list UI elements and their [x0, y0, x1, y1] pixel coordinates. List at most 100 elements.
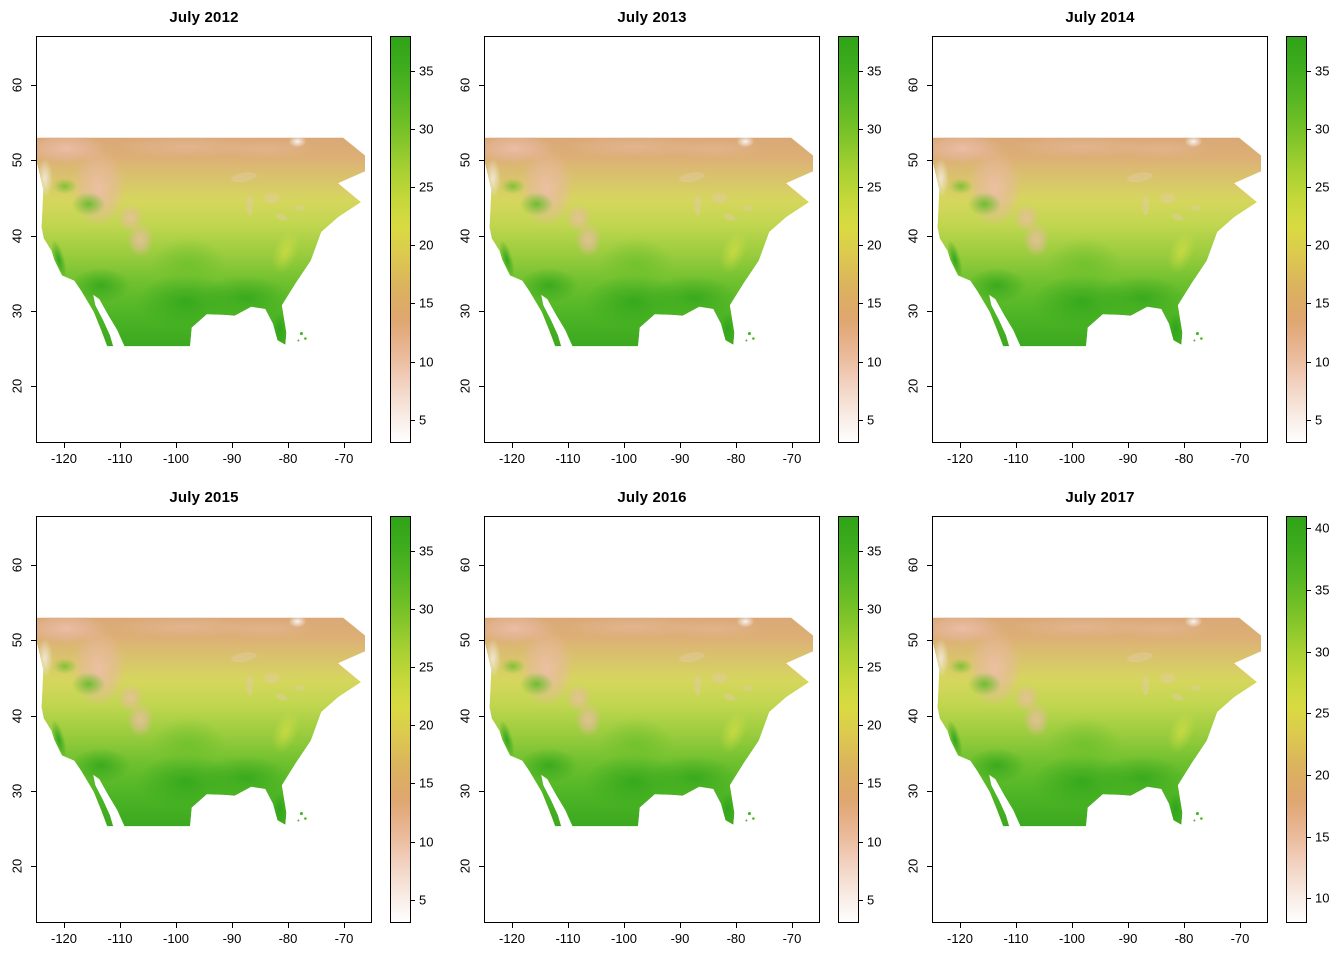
x-tick-label: -90 [670, 931, 690, 946]
y-tick-mark [479, 386, 484, 388]
x-tick-label: -80 [726, 451, 746, 466]
plot-frame [932, 516, 1268, 923]
colorbar-tick-label: 35 [867, 543, 882, 559]
colorbar-tick-label: 35 [419, 63, 434, 79]
x-tick-mark [64, 443, 65, 448]
y-tick-label: 30 [905, 303, 921, 319]
colorbar-tick-mark [859, 303, 863, 305]
y-tick-label: 40 [457, 228, 473, 243]
colorbar-tick-mark [1307, 129, 1311, 131]
colorbar-tick-mark [411, 667, 415, 669]
colorbar-tick-label: 20 [867, 237, 882, 253]
x-tick-label: -100 [610, 451, 638, 466]
x-tick-mark [1016, 923, 1017, 928]
colorbar-tick-label: 5 [867, 412, 875, 428]
x-tick-mark [1072, 923, 1073, 928]
colorbar-tick-mark [859, 725, 863, 727]
x-tick-mark [288, 923, 289, 928]
x-tick-mark [680, 923, 681, 928]
y-tick-mark [927, 564, 932, 566]
y-tick-mark [31, 640, 36, 642]
colorbar-tick-label: 30 [1315, 121, 1330, 137]
colorbar-tick-mark [411, 129, 415, 131]
x-tick-mark [1184, 443, 1185, 448]
y-tick-mark [479, 715, 484, 717]
colorbar-tick-label: 20 [1315, 767, 1330, 783]
y-tick-mark [479, 866, 484, 868]
colorbar-tick-mark [859, 550, 863, 552]
x-tick-label: -80 [278, 451, 298, 466]
panel-title: July 2012 [169, 9, 239, 26]
x-tick-mark [960, 443, 961, 448]
x-tick-label: -90 [670, 451, 690, 466]
x-tick-label: -90 [222, 931, 242, 946]
colorbar [390, 36, 411, 443]
colorbar-tick-label: 15 [419, 775, 434, 791]
x-tick-label: -80 [1174, 451, 1194, 466]
colorbar-tick-label: 30 [867, 121, 882, 137]
colorbar-tick-label: 20 [867, 717, 882, 733]
y-tick-label: 40 [905, 708, 921, 723]
raster-map [485, 517, 819, 922]
y-tick-label: 60 [9, 557, 25, 573]
x-tick-mark [568, 923, 569, 928]
x-tick-mark [120, 443, 121, 448]
plot-frame [932, 36, 1268, 443]
colorbar-tick-mark [859, 609, 863, 611]
raster-map [37, 517, 371, 922]
colorbar-tick-label: 25 [867, 659, 882, 675]
y-tick-label: 50 [9, 153, 25, 168]
panel-title: July 2017 [1065, 489, 1135, 506]
y-tick-mark [31, 564, 36, 566]
x-tick-label: -110 [107, 451, 133, 466]
x-tick-mark [1072, 443, 1073, 448]
colorbar [838, 36, 859, 443]
map-panel: July 2013 -120 -110 -100 -90 -80 -70 60 50 40 30 2… [448, 0, 896, 480]
colorbar-tick-mark [859, 841, 863, 843]
x-tick-mark [792, 443, 793, 448]
x-tick-label: -80 [726, 931, 746, 946]
colorbar-tick-mark [859, 667, 863, 669]
y-tick-label: 50 [905, 633, 921, 648]
y-tick-label: 20 [905, 379, 921, 394]
x-tick-label: -70 [1230, 451, 1250, 466]
y-tick-mark [479, 84, 484, 86]
colorbar-tick-mark [1307, 775, 1311, 776]
panel-title: July 2014 [1065, 9, 1135, 26]
x-tick-label: -90 [222, 451, 242, 466]
colorbar-tick-mark [859, 70, 863, 72]
y-tick-label: 30 [9, 783, 25, 799]
x-tick-mark [344, 923, 345, 928]
colorbar-tick-mark [411, 303, 415, 305]
map-panel: July 2015 -120 -110 -100 -90 -80 -70 60 50 40 30 2… [0, 480, 448, 960]
y-tick-mark [927, 866, 932, 868]
raster-map [485, 37, 819, 442]
colorbar [838, 516, 859, 923]
x-tick-label: -80 [278, 931, 298, 946]
y-tick-label: 20 [457, 379, 473, 394]
y-tick-label: 50 [457, 633, 473, 648]
y-tick-label: 30 [905, 783, 921, 799]
x-tick-mark [288, 443, 289, 448]
y-tick-mark [927, 791, 932, 793]
y-tick-label: 50 [9, 633, 25, 648]
y-tick-mark [927, 640, 932, 642]
y-tick-label: 30 [9, 303, 25, 319]
colorbar-tick-label: 10 [867, 354, 882, 370]
colorbar-tick-label: 10 [867, 834, 882, 850]
colorbar-tick-label: 5 [419, 412, 427, 428]
x-tick-label: -120 [498, 451, 526, 466]
x-tick-mark [232, 923, 233, 928]
x-tick-label: -120 [498, 931, 526, 946]
x-tick-label: -70 [334, 451, 354, 466]
x-tick-mark [624, 443, 625, 448]
y-tick-label: 50 [457, 153, 473, 168]
colorbar-tick-mark [1307, 713, 1311, 715]
colorbar-tick-mark [1307, 70, 1311, 72]
x-tick-label: -70 [334, 931, 354, 946]
colorbar-tick-mark [1307, 187, 1311, 189]
raster-map [933, 37, 1267, 442]
colorbar-tick-mark [859, 419, 863, 421]
colorbar-tick-mark [411, 361, 415, 363]
y-tick-mark [31, 791, 36, 793]
